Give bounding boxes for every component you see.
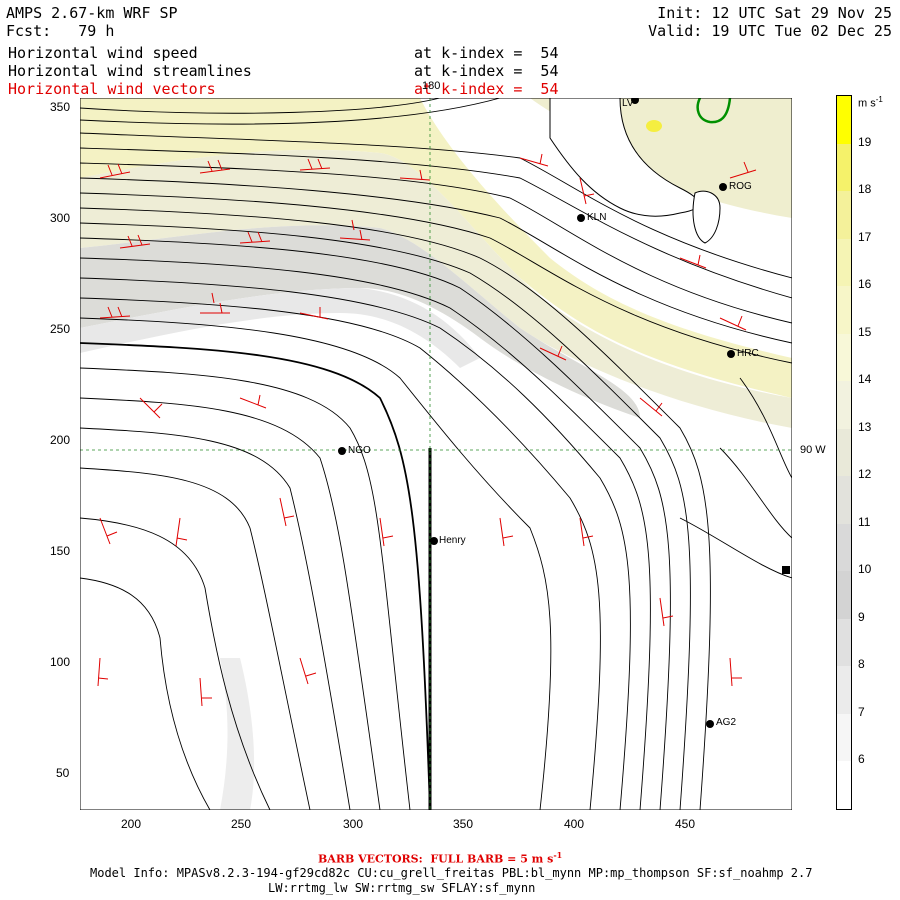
speed-band-grey [80, 225, 640, 418]
colorbar-unit: m s-1 [858, 95, 883, 110]
station-label-ag2: AG2 [716, 717, 737, 728]
island-outline [692, 190, 721, 244]
land-outline [549, 98, 700, 217]
colorbar-label: 7 [858, 704, 865, 719]
station-label-ngo: NGO [348, 445, 371, 456]
colorbar-segment [837, 143, 851, 192]
init-time: Init: 12 UTC Sat 29 Nov 25 [657, 4, 892, 22]
model-info-2: LW:rrtmg_lw SW:rrtmg_sw SFLAY:sf_mynn [268, 881, 536, 895]
colorbar-segment [837, 666, 851, 714]
colorbar-label: 19 [858, 134, 872, 149]
station-label-henry: Henry [439, 535, 466, 546]
field-2-name: Horizontal wind streamlines [8, 62, 252, 80]
speed-band-sw [220, 658, 255, 810]
field-1-level: at k-index = 54 [414, 44, 559, 62]
colorbar-segment [837, 761, 851, 809]
colorbar-segment [837, 96, 851, 144]
colorbar-segment [837, 428, 851, 477]
colorbar-segment [837, 571, 851, 619]
x-tick-250: 250 [231, 817, 252, 831]
field-3-name: Horizontal wind vectors [8, 80, 216, 98]
colorbar-label: 12 [858, 467, 872, 482]
colorbar-segment [837, 381, 851, 429]
colorbar-label: 9 [858, 609, 865, 624]
model-title: AMPS 2.67-km WRF SP [6, 4, 178, 22]
x-tick-450: 450 [675, 817, 696, 831]
station-label-hrc: HRC [737, 348, 759, 359]
colorbar-label: 8 [858, 657, 865, 672]
colorbar-label: 16 [858, 277, 872, 292]
wind-map [80, 98, 792, 810]
colorbar-label: 15 [858, 324, 872, 339]
field-2-level: at k-index = 54 [414, 62, 559, 80]
station-markers [338, 98, 790, 728]
y-tick-150: 150 [50, 544, 71, 558]
y-tick-350: 350 [50, 100, 71, 114]
valid-time: Valid: 19 UTC Tue 02 Dec 25 [648, 22, 892, 40]
colorbar-segment [837, 286, 851, 334]
y-tick-200: 200 [50, 433, 71, 447]
y-tick-100: 100 [50, 655, 71, 669]
speed-band-yellow [80, 98, 792, 398]
colorbar-label: 17 [858, 229, 872, 244]
meridian-label: 180 [422, 80, 441, 92]
x-tick-300: 300 [343, 817, 364, 831]
y-tick-50: 50 [56, 766, 70, 780]
colorbar-label: 6 [858, 752, 865, 767]
field-1-name: Horizontal wind speed [8, 44, 198, 62]
barb-legend: BARB VECTORS: FULL BARB = 5 m s-1 [318, 850, 563, 866]
forecast-hour: Fcst: 79 h [6, 22, 115, 40]
colorbar-label: 10 [858, 562, 872, 577]
speed-band-pale [80, 149, 792, 428]
y-tick-300: 300 [50, 211, 71, 225]
station-label-rog: ROG [729, 181, 752, 192]
speed-band-light [80, 288, 480, 368]
yellow-max [646, 120, 662, 132]
parallel-label: 90 W [800, 444, 826, 456]
colorbar-label: 18 [858, 182, 872, 197]
x-tick-400: 400 [564, 817, 585, 831]
y-tick-250: 250 [50, 322, 71, 336]
colorbar-segment [837, 333, 851, 382]
wind-barbs [97, 153, 757, 707]
station-label-kln: KLN [587, 212, 607, 223]
green-contour [696, 98, 732, 124]
station-label-lv: LV [622, 98, 634, 109]
x-tick-200: 200 [121, 817, 142, 831]
colorbar-segment [837, 191, 851, 239]
colorbar-label: 11 [858, 514, 871, 529]
field-3-level: at k-index = 54 [414, 80, 559, 98]
colorbar-segment [837, 618, 851, 667]
colorbar-segment [837, 523, 851, 572]
colorbar [836, 95, 852, 810]
colorbar-segment [837, 476, 851, 524]
colorbar-segment [837, 238, 851, 287]
model-info: Model Info: MPASv8.2.3-194-gf29cd82c CU:… [90, 866, 813, 880]
colorbar-label: 13 [858, 419, 872, 434]
x-tick-350: 350 [453, 817, 474, 831]
colorbar-label: 14 [858, 372, 872, 387]
colorbar-segment [837, 713, 851, 762]
